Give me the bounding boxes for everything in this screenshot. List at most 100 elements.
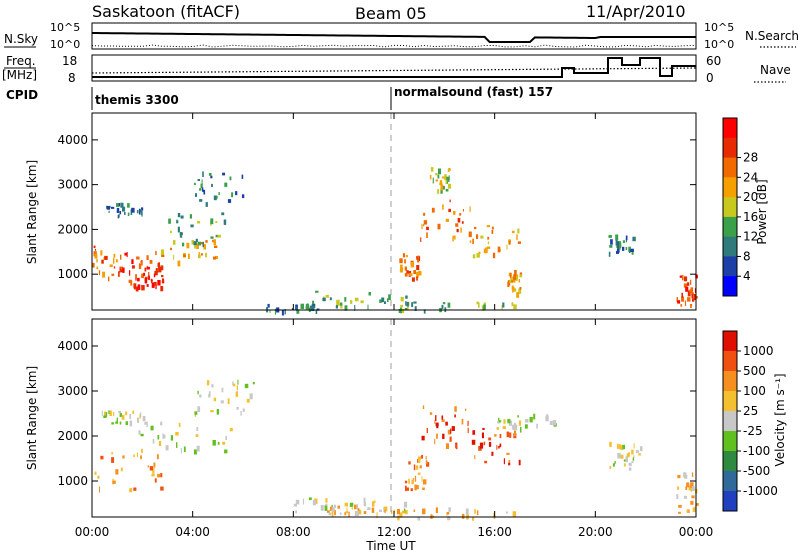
echo-cell xyxy=(329,506,332,511)
echo-cell xyxy=(211,384,214,388)
echo-cell xyxy=(462,209,464,212)
echo-cell xyxy=(200,253,203,256)
echo-cell xyxy=(215,256,219,259)
echo-cell xyxy=(608,235,612,238)
echo-cell xyxy=(312,303,314,309)
echo-cell xyxy=(482,427,485,430)
echo-cell xyxy=(177,226,180,233)
echo-cell xyxy=(296,309,300,314)
echo-cell xyxy=(503,458,505,465)
echo-cell xyxy=(449,436,452,442)
echo-cell xyxy=(168,218,171,224)
echo-cell xyxy=(119,421,122,425)
echo-cell xyxy=(328,512,332,516)
echo-cell xyxy=(435,415,437,422)
echo-cell xyxy=(101,259,104,264)
power-yticks: 1000 2000 3000 4000 xyxy=(57,133,696,281)
echo-cell xyxy=(692,507,696,513)
echo-cell xyxy=(246,398,250,403)
echo-cell xyxy=(533,413,536,420)
colorbar-tick-label: 8 xyxy=(743,249,751,263)
echo-cell xyxy=(196,427,199,431)
echo-cell xyxy=(417,255,420,259)
echo-cell xyxy=(367,507,371,510)
echo-cell xyxy=(115,469,119,475)
y-tick-label: 3000 xyxy=(57,384,88,398)
echo-cell xyxy=(545,415,549,422)
echo-cell xyxy=(413,464,416,471)
echo-cell xyxy=(109,410,112,416)
echo-cell xyxy=(411,277,415,282)
echo-cell xyxy=(147,465,150,468)
echo-cell xyxy=(356,511,360,516)
echo-cell xyxy=(469,206,471,212)
echo-cell xyxy=(146,284,149,287)
echo-cell xyxy=(445,188,449,192)
echo-cell xyxy=(536,423,538,429)
echo-cell xyxy=(116,210,119,213)
echo-cell xyxy=(144,267,147,272)
echo-cell xyxy=(460,227,462,233)
echo-cell xyxy=(173,240,176,245)
echo-cell xyxy=(128,279,132,283)
echo-cell xyxy=(478,251,481,255)
echo-cell xyxy=(628,462,632,467)
nave-label: Nave xyxy=(760,63,791,77)
power-data xyxy=(92,167,698,316)
echo-cell xyxy=(151,282,155,288)
echo-cell xyxy=(678,511,681,514)
echo-cell xyxy=(241,174,244,179)
x-tick-label: 08:00 xyxy=(276,525,311,539)
echo-cell xyxy=(116,203,120,207)
echo-cell xyxy=(511,302,514,307)
echo-cell xyxy=(227,398,230,405)
echo-cell xyxy=(109,264,113,268)
echo-cell xyxy=(410,488,413,492)
echo-cell xyxy=(406,487,409,491)
echo-cell xyxy=(430,167,434,172)
echo-cell xyxy=(141,207,144,211)
echo-cell xyxy=(160,286,164,292)
echo-cell xyxy=(631,250,634,255)
echo-cell xyxy=(117,215,119,219)
echo-cell xyxy=(358,509,362,515)
echo-cell xyxy=(144,277,148,284)
echo-cell xyxy=(96,266,99,270)
echo-cell xyxy=(501,305,503,310)
echo-cell xyxy=(679,275,683,278)
echo-cell xyxy=(240,411,242,416)
echo-cell xyxy=(121,414,125,420)
echo-cell xyxy=(223,219,227,225)
echo-cell xyxy=(687,297,691,302)
echo-cell xyxy=(241,194,245,199)
echo-cell xyxy=(136,256,140,260)
echo-cell xyxy=(323,296,325,299)
echo-cell xyxy=(491,230,494,234)
echo-cell xyxy=(206,380,210,386)
echo-cell xyxy=(194,414,196,417)
echo-cell xyxy=(345,511,348,514)
echo-cell xyxy=(414,475,417,482)
echo-cell xyxy=(494,434,497,437)
echo-cell xyxy=(448,168,451,171)
echo-cell xyxy=(622,444,625,450)
echo-cell xyxy=(96,258,98,263)
echo-cell xyxy=(160,486,164,491)
echo-cell xyxy=(414,306,417,311)
colorbar-swatch xyxy=(723,491,737,512)
echo-cell xyxy=(191,239,194,245)
echo-cell xyxy=(201,179,203,185)
echo-cell xyxy=(357,508,360,511)
colorbar-tick-label: -500 xyxy=(743,464,770,478)
echo-cell xyxy=(626,453,630,458)
echo-cell xyxy=(478,302,480,308)
echo-cell xyxy=(180,447,182,454)
echo-cell xyxy=(622,240,626,243)
echo-cell xyxy=(132,410,135,414)
echo-cell xyxy=(512,426,515,431)
echo-cell xyxy=(367,304,369,310)
echo-cell xyxy=(632,457,635,461)
echo-cell xyxy=(442,204,444,210)
echo-cell xyxy=(502,302,505,308)
echo-cell xyxy=(404,259,406,264)
